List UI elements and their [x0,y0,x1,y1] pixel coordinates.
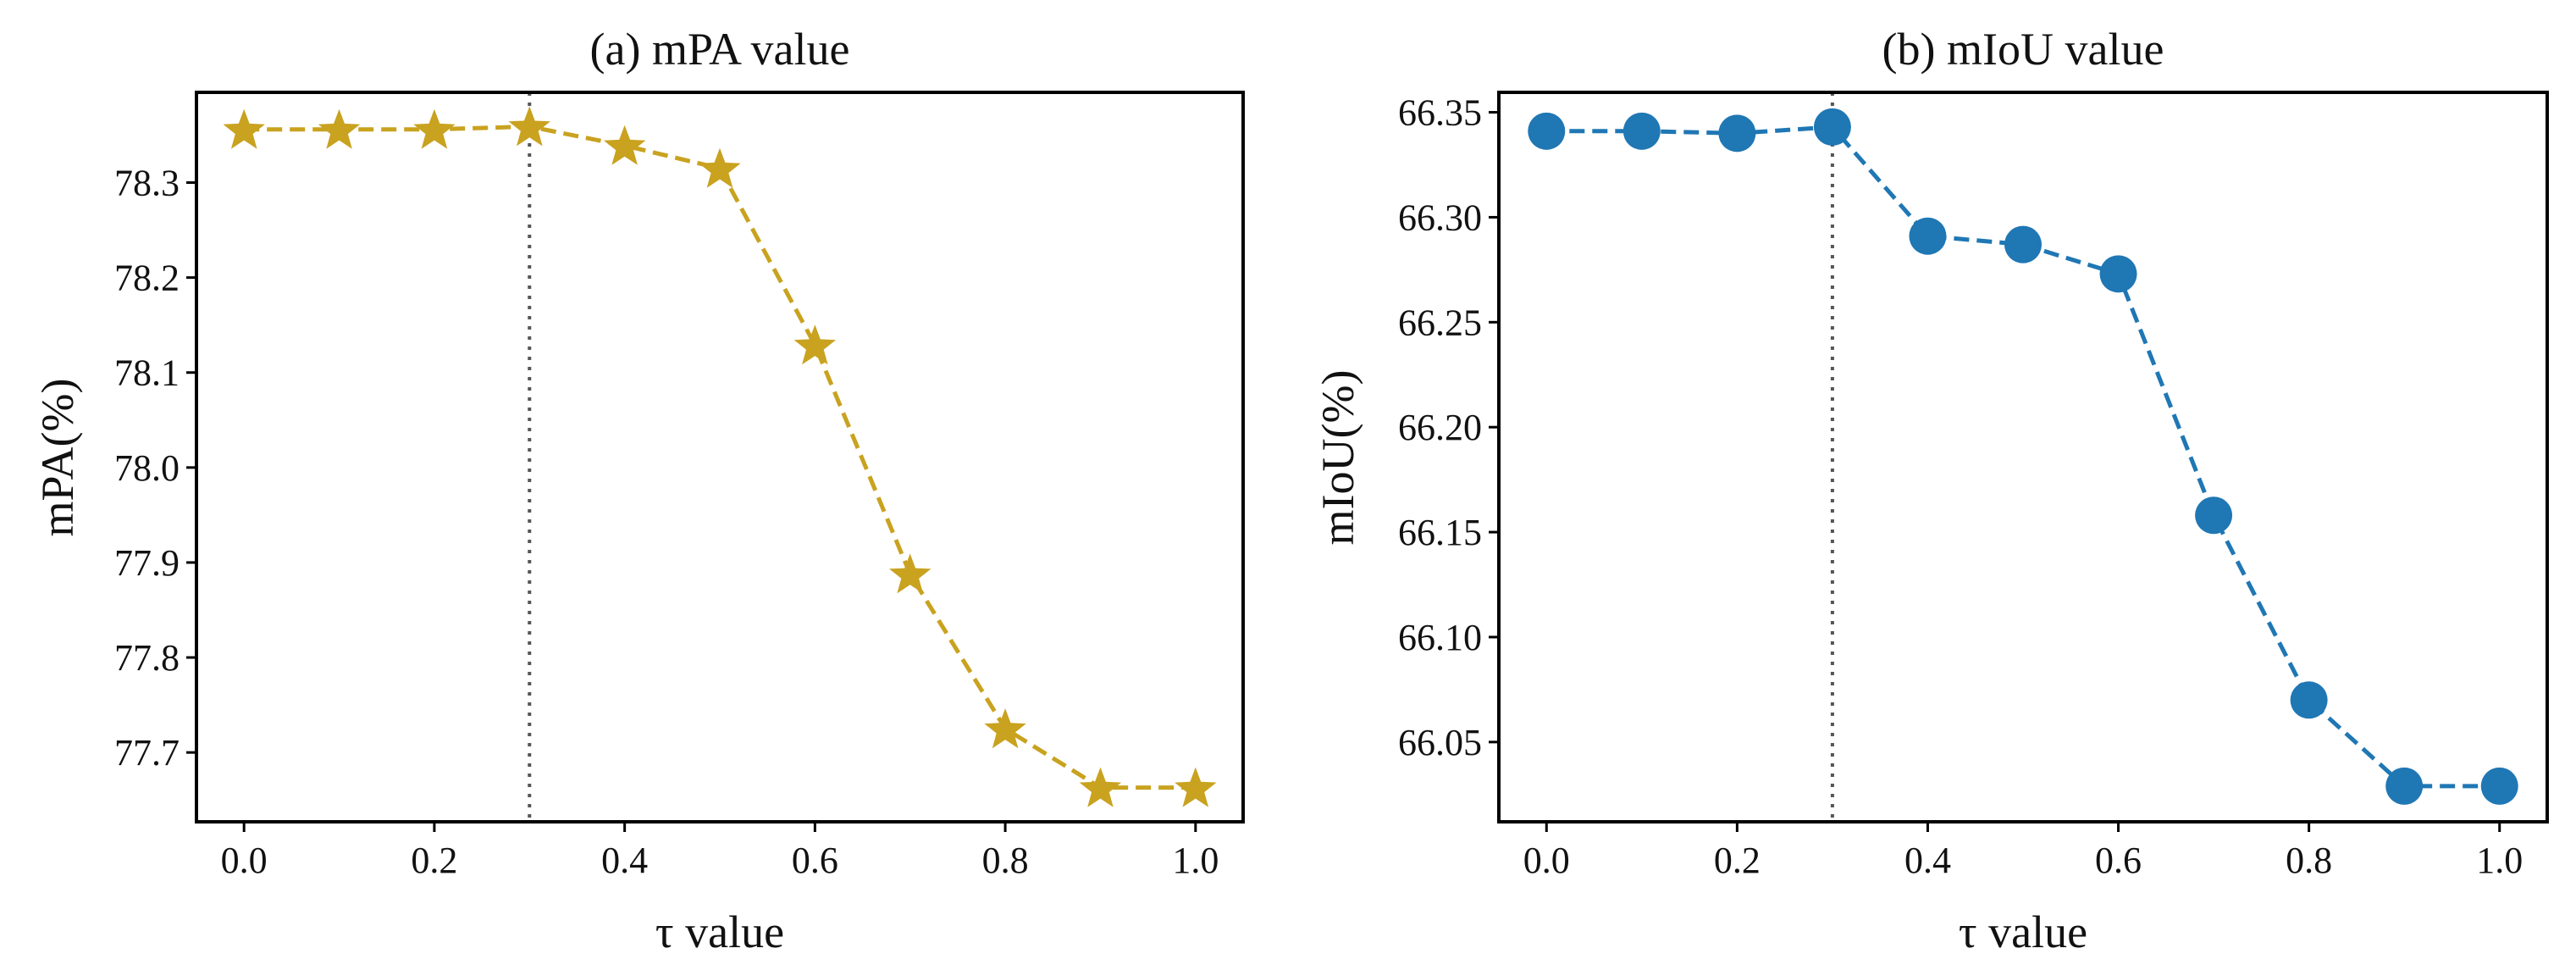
data-point-circle [1528,112,1566,150]
y-axis-label: mIoU(%) [1313,370,1363,546]
y-tick-label: 66.20 [1398,407,1482,448]
x-tick-label: 0.2 [411,840,457,881]
x-tick-label: 0.8 [2286,840,2332,881]
data-point-star [1175,767,1217,807]
y-tick-label: 78.1 [114,352,180,394]
x-tick-label: 0.8 [982,840,1029,881]
x-axis-label: τ value [655,907,784,957]
chart-title: (b) mIoU value [1882,24,2164,75]
data-point-circle [1909,217,1947,255]
chart-title: (a) mPA value [590,24,850,75]
y-axis-label: mPA(%) [32,378,83,536]
series-line [244,124,1196,790]
x-tick-label: 0.6 [2095,840,2142,881]
data-point-circle [1718,114,1756,152]
series-line [1546,125,2500,789]
data-point-star [699,147,741,188]
y-tick-label: 66.15 [1398,512,1482,553]
data-point-circle [2480,767,2518,805]
x-tick-label: 1.0 [2476,840,2523,881]
y-tick-label: 66.25 [1398,302,1482,343]
y-tick-label: 77.7 [114,732,180,774]
y-tick-label: 66.05 [1398,722,1482,763]
data-point-star [413,108,456,149]
y-tick-label: 77.9 [114,542,180,584]
y-tick-label: 66.35 [1398,92,1482,134]
x-tick-label: 0.0 [221,840,268,881]
x-tick-label: 0.4 [601,840,648,881]
y-tick-label: 78.2 [114,258,180,299]
data-point-star [508,106,550,147]
y-tick-label: 78.0 [114,447,180,489]
x-tick-label: 0.4 [1904,840,1951,881]
data-point-circle [2004,225,2042,263]
data-point-star [603,125,646,165]
data-point-circle [2195,496,2233,535]
axes-frame [1497,91,2549,824]
data-point-circle [2099,255,2137,293]
data-point-star [318,108,361,149]
data-point-circle [2385,767,2424,805]
x-axis-label: τ value [1959,907,2087,957]
data-point-star [984,708,1026,749]
data-point-circle [1622,112,1661,150]
y-tick-label: 66.30 [1398,197,1482,238]
x-tick-label: 0.0 [1523,840,1570,881]
data-point-circle [1813,108,1851,146]
x-tick-label: 0.2 [1714,840,1761,881]
data-point-circle [2290,681,2328,719]
y-tick-label: 78.3 [114,163,180,204]
y-tick-label: 77.8 [114,637,180,679]
x-tick-label: 0.6 [792,840,838,881]
data-point-star [793,324,837,365]
y-tick-label: 66.10 [1398,617,1482,658]
axes-frame [195,91,1245,824]
data-point-star [1079,767,1122,807]
panel-mpa: (a) mPA value τ value mPA(%) 0.0 0.2 0.4 0.… [32,24,1245,957]
panel-miou: (b) mIoU value τ value mIoU(%) 0.0 0.2 0.4… [1313,24,2549,957]
data-point-star [889,553,931,594]
data-point-star [223,108,265,149]
x-tick-label: 1.0 [1172,840,1219,881]
